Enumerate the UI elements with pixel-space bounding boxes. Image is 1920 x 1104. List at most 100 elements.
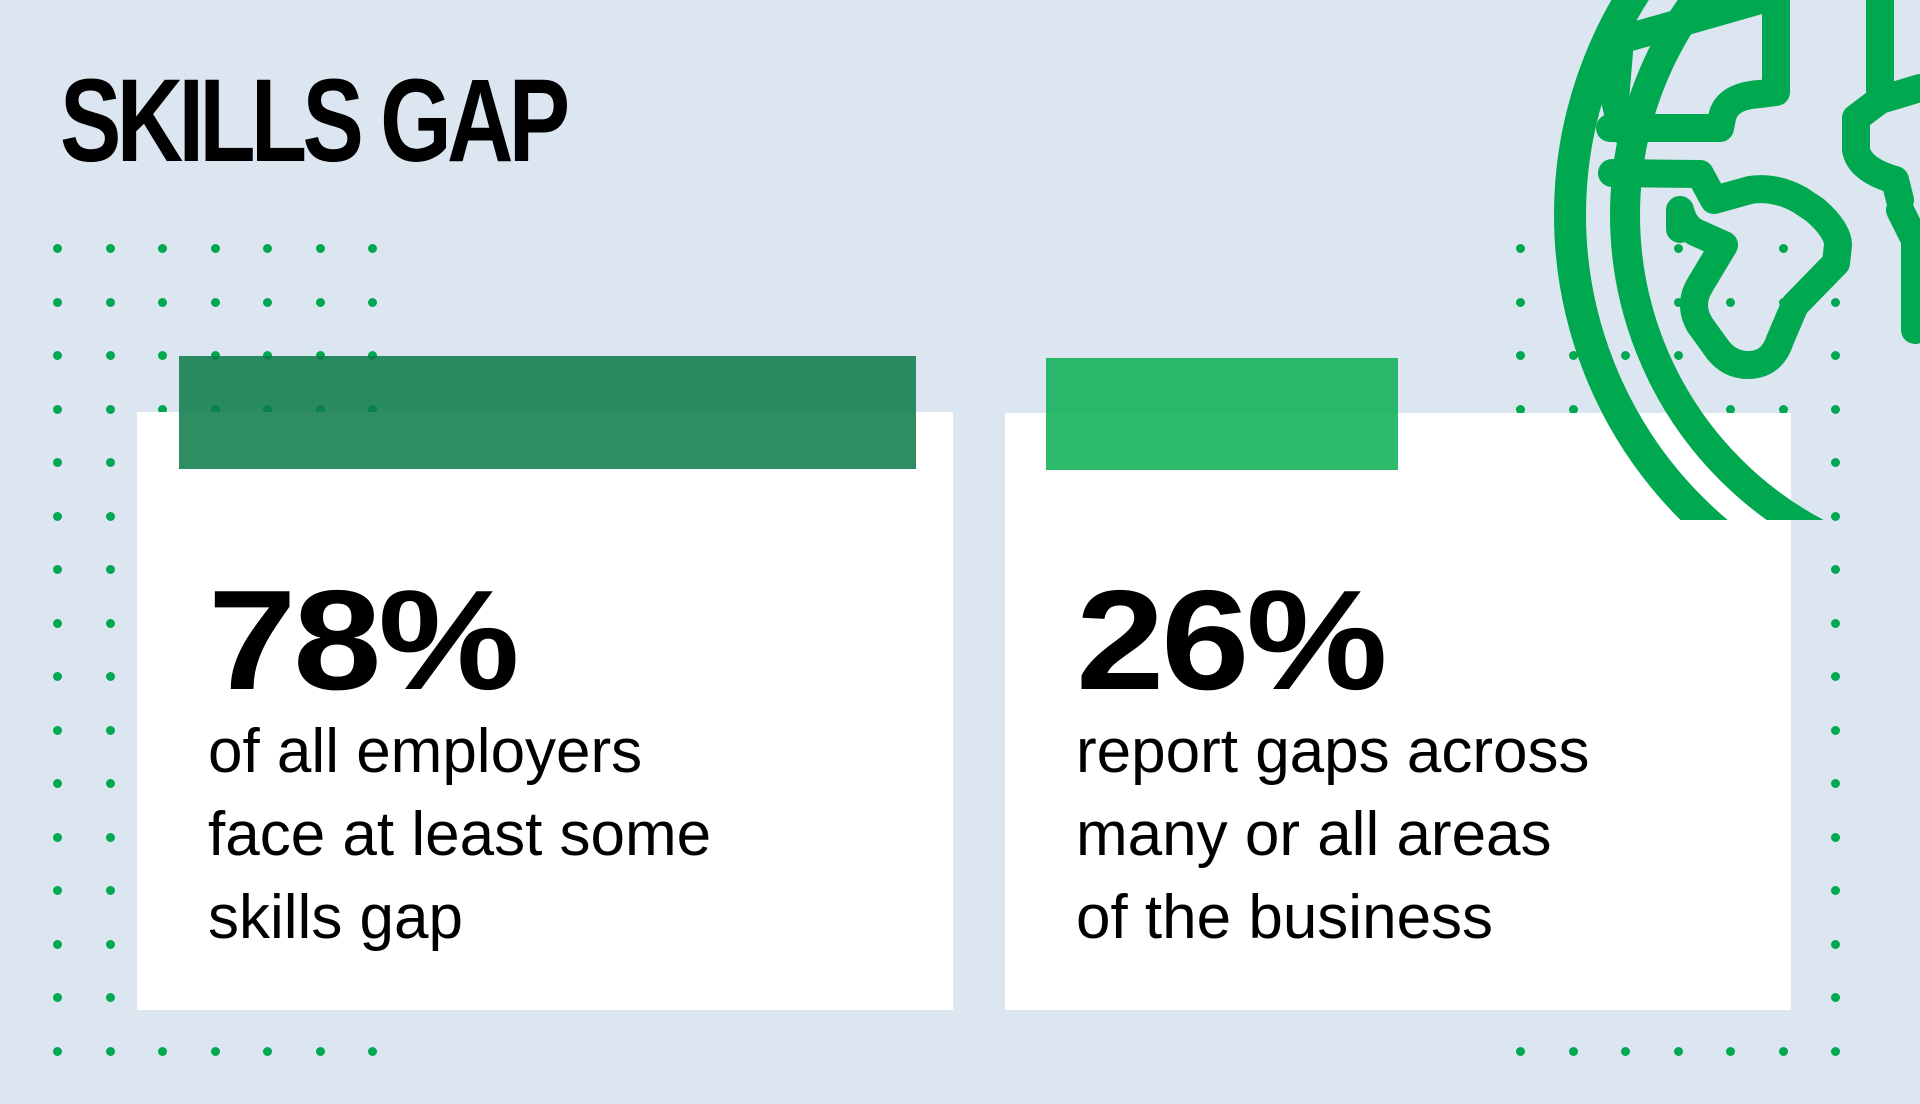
dot: [1726, 297, 1735, 307]
dot: [210, 297, 220, 307]
stat-line: many or all areas: [1076, 800, 1552, 869]
stat-bar-78: [179, 356, 916, 469]
dot: [1673, 297, 1683, 307]
dot: [210, 1046, 220, 1056]
dot: [1621, 351, 1630, 360]
dot: [1568, 351, 1578, 360]
dot: [53, 511, 62, 521]
dot: [158, 297, 167, 307]
dot: [158, 244, 167, 253]
dot: [105, 404, 115, 414]
dot: [53, 939, 62, 949]
stat-bar-26: [1046, 358, 1398, 470]
dot: [53, 672, 62, 681]
stat-description-26: report gaps across many or all areas of …: [1076, 710, 1589, 959]
dot: [105, 1046, 115, 1056]
dot: [315, 351, 325, 360]
dot: [53, 886, 62, 895]
dot: [1726, 404, 1735, 414]
dot: [53, 404, 62, 414]
dot: [105, 725, 115, 735]
dot: [368, 351, 377, 360]
dot: [1831, 618, 1840, 628]
dot: [1516, 404, 1525, 414]
dot: [1673, 1046, 1683, 1056]
dot: [105, 886, 115, 895]
dot: [105, 993, 115, 1002]
dot: [1778, 244, 1788, 253]
stat-line: report gaps across: [1076, 717, 1590, 786]
dot: [1831, 351, 1840, 360]
dot: [1831, 939, 1840, 949]
stat-line: face at least some: [208, 800, 712, 869]
dot: [1516, 1046, 1525, 1056]
dot: [105, 832, 115, 842]
dot: [1831, 458, 1840, 467]
dot: [53, 565, 62, 574]
dot: [105, 351, 115, 360]
dot: [105, 244, 115, 253]
stat-value-78: 78%: [208, 561, 520, 720]
stat-value-26: 26%: [1076, 561, 1388, 720]
dot: [1778, 1046, 1788, 1056]
dot: [1516, 351, 1525, 360]
dot: [105, 672, 115, 681]
dot: [158, 1046, 167, 1056]
dot: [105, 779, 115, 788]
stat-line: of all employers: [208, 717, 643, 786]
dot: [1831, 297, 1840, 307]
dot: [53, 618, 62, 628]
stat-card-employers: [137, 412, 953, 1010]
dot: [53, 725, 62, 735]
dot: [105, 297, 115, 307]
dot: [1516, 244, 1525, 253]
dot: [1831, 993, 1840, 1002]
stat-description-78: of all employers face at least some skil…: [208, 710, 711, 959]
dot: [1673, 244, 1683, 253]
dot: [1568, 1046, 1578, 1056]
dot: [1831, 404, 1840, 414]
page-title: SKILLS GAP: [60, 55, 570, 187]
dot: [1831, 565, 1840, 574]
dot: [263, 297, 272, 307]
dot: [105, 939, 115, 949]
dot: [105, 511, 115, 521]
dot: [53, 351, 62, 360]
dot: [210, 244, 220, 253]
dot: [1831, 672, 1840, 681]
dot: [1831, 779, 1840, 788]
dot: [1778, 404, 1788, 414]
dot: [263, 351, 272, 360]
dot: [368, 297, 377, 307]
dot: [158, 404, 167, 414]
dot: [315, 297, 325, 307]
dot: [315, 244, 325, 253]
dot: [315, 1046, 325, 1056]
dot: [1831, 886, 1840, 895]
dot: [210, 351, 220, 360]
dot: [1621, 1046, 1630, 1056]
stat-card-business-areas: [1005, 413, 1791, 1010]
dot: [1831, 1046, 1840, 1056]
globe-icon: [1554, 0, 1920, 520]
dot: [105, 618, 115, 628]
dot: [1831, 832, 1840, 842]
dot: [53, 244, 62, 253]
dot: [1568, 404, 1578, 414]
dot: [53, 1046, 62, 1056]
dot: [1726, 1046, 1735, 1056]
dot: [53, 297, 62, 307]
dot: [368, 244, 377, 253]
dot: [1831, 725, 1840, 735]
dot: [105, 565, 115, 574]
dot: [263, 244, 272, 253]
dot: [53, 458, 62, 467]
dot: [53, 832, 62, 842]
dot: [105, 458, 115, 467]
dot: [158, 351, 167, 360]
dot: [263, 1046, 272, 1056]
dot: [1831, 511, 1840, 521]
dot: [1673, 351, 1683, 360]
dot: [1516, 297, 1525, 307]
dot: [53, 779, 62, 788]
